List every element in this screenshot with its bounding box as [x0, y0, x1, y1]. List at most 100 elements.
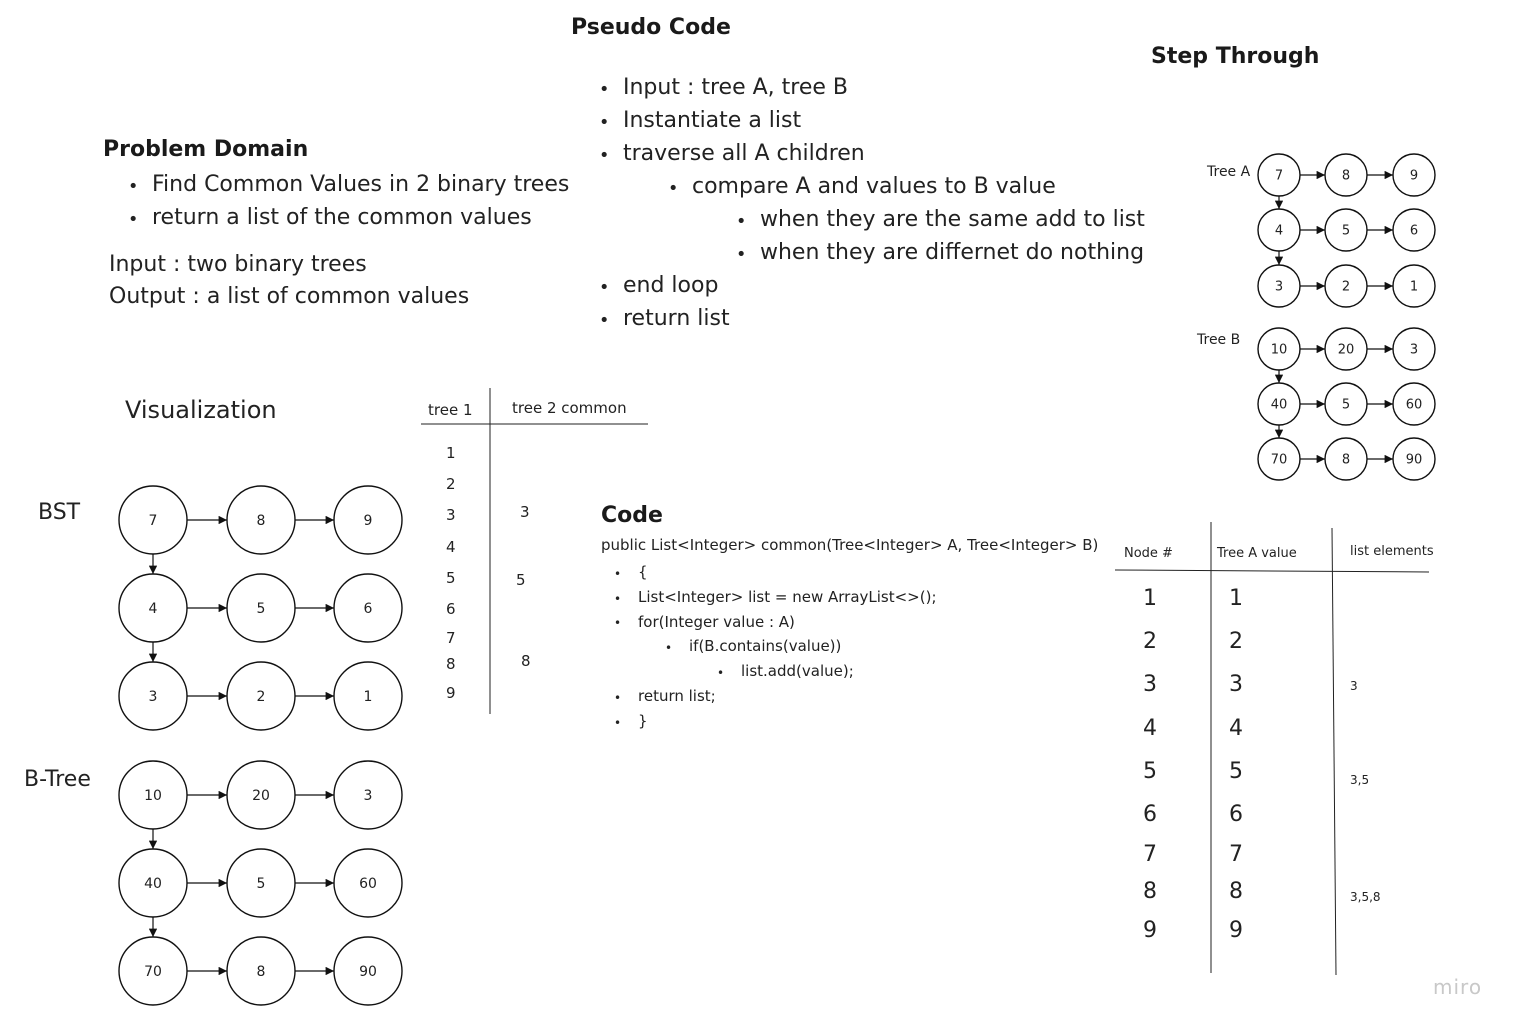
- step-table-node-cell: 1: [1143, 586, 1157, 611]
- pseudo-line: when they are the same add to list: [736, 203, 1145, 239]
- step-table-value-cell: 7: [1229, 842, 1243, 867]
- code-line: return list;: [614, 684, 937, 711]
- tree-node: [1392, 437, 1436, 481]
- tree-table-tree1-cell: 4: [446, 538, 456, 556]
- tree-node-value: 90: [1406, 453, 1423, 468]
- tree-node-value: 3: [1410, 343, 1418, 358]
- tree-node-value: 40: [144, 876, 162, 892]
- tree-node-value: 5: [1342, 224, 1350, 239]
- step-table-node-cell: 6: [1143, 802, 1157, 827]
- step-table-node-cell: 3: [1143, 672, 1157, 697]
- tree-node-value: 10: [1271, 343, 1288, 358]
- code-line: list.add(value);: [717, 659, 937, 686]
- tree-node-value: 6: [364, 601, 373, 617]
- tree-table-tree1-cell: 5: [446, 569, 456, 587]
- step-table-list-cell: 3: [1350, 679, 1358, 693]
- bst-grid: 7 8 9 4 5 6 3 2 1: [118, 485, 403, 731]
- tree-node-value: 2: [1342, 280, 1350, 295]
- tree-node-value: 2: [257, 689, 266, 705]
- tree-table-tree1-cell: 2: [446, 475, 456, 493]
- step-table-value-cell: 2: [1229, 629, 1243, 654]
- step-table-value-cell: 3: [1229, 672, 1243, 697]
- pseudo-code-title: Pseudo Code: [571, 15, 731, 40]
- tree-table-header-common: tree 2 common: [512, 399, 627, 417]
- tree-node-value: 70: [144, 964, 162, 980]
- step-table-value-cell: 1: [1229, 586, 1243, 611]
- problem-input: Input : two binary trees: [109, 252, 367, 277]
- problem-domain-title: Problem Domain: [103, 137, 309, 162]
- tree-node: [333, 573, 403, 643]
- tree-node-value: 7: [1275, 169, 1283, 184]
- step-table-value-cell: 6: [1229, 802, 1243, 827]
- tree-node-value: 9: [1410, 169, 1418, 184]
- tree-node: [333, 936, 403, 1006]
- pseudo-line: traverse all A children: [599, 137, 1145, 173]
- tree-node-value: 70: [1271, 453, 1288, 468]
- tree-node-value: 10: [144, 788, 162, 804]
- tree-table-common-cell: 5: [516, 571, 526, 589]
- tree-node: [1392, 153, 1436, 197]
- tree-node: [333, 485, 403, 555]
- step-table-node-cell: 8: [1143, 879, 1157, 904]
- btree-label: B-Tree: [24, 767, 91, 792]
- tree-node-value: 7: [149, 513, 158, 529]
- tree-node-value: 8: [257, 513, 266, 529]
- problem-domain-list: Find Common Values in 2 binary trees ret…: [128, 168, 569, 237]
- tree-table: tree 1 tree 2 common 1 2 3 4 5 6 7 8 9 3 5 8: [421, 388, 648, 714]
- step-table-value-cell: 5: [1229, 759, 1243, 784]
- tree-node-value: 20: [252, 788, 270, 804]
- tree-node-value: 8: [257, 964, 266, 980]
- step-table-list-cell: 3,5: [1350, 773, 1369, 787]
- tree-node-value: 40: [1271, 398, 1288, 413]
- step-table-node-cell: 7: [1143, 842, 1157, 867]
- pseudo-line: end loop: [599, 269, 1145, 305]
- tree-a-grid: 7 8 9 4 5 6 3 2 1: [1257, 153, 1436, 308]
- tree-node-value: 9: [364, 513, 373, 529]
- tree-node-value: 4: [1275, 224, 1283, 239]
- tree-table-header-tree1: tree 1: [428, 401, 473, 419]
- step-table-node-cell: 5: [1143, 759, 1157, 784]
- tree-node: [333, 661, 403, 731]
- step-table-value-cell: 8: [1229, 879, 1243, 904]
- tree-table-tree1-cell: 7: [446, 629, 456, 647]
- tree-node-value: 5: [1342, 398, 1350, 413]
- tree-node: [1392, 264, 1436, 308]
- tree-table-tree1-cell: 8: [446, 655, 456, 673]
- tree-node: [333, 848, 403, 918]
- pseudo-line: when they are differnet do nothing: [736, 236, 1145, 272]
- pseudo-line: compare A and values to B value: [668, 170, 1145, 206]
- pseudo-code-list: Input : tree A, tree B Instantiate a lis…: [599, 71, 1145, 338]
- miro-watermark: miro: [1433, 975, 1483, 999]
- code-signature: public List<Integer> common(Tree<Integer…: [601, 536, 1099, 554]
- code-line: for(Integer value : A): [614, 610, 937, 636]
- step-table-header-list: list elements: [1350, 544, 1434, 559]
- step-table-list-cell: 3,5,8: [1350, 890, 1381, 904]
- problem-output: Output : a list of common values: [109, 284, 470, 309]
- tree-table-common-cell: 3: [520, 503, 530, 521]
- tree-table-tree1-cell: 3: [446, 506, 456, 524]
- problem-domain-bullet: Find Common Values in 2 binary trees: [128, 168, 569, 204]
- bst-label: BST: [38, 500, 81, 525]
- tree-node-value: 8: [1342, 169, 1350, 184]
- code-line: List<Integer> list = new ArrayList<>();: [614, 585, 936, 612]
- step-table-value-cell: 9: [1229, 918, 1243, 943]
- tree-node-value: 5: [257, 876, 266, 892]
- code-line: if(B.contains(value)): [665, 634, 937, 661]
- tree-node-value: 60: [1406, 398, 1423, 413]
- step-table-column-rule: [1331, 527, 1337, 976]
- visualization-title: Visualization: [125, 396, 277, 424]
- tree-table-tree1-cell: 6: [446, 600, 456, 618]
- tree-a-label: Tree A: [1206, 164, 1251, 180]
- code-list: { List<Integer> list = new ArrayList<>()…: [614, 560, 937, 735]
- step-table-value-cell: 4: [1229, 716, 1243, 741]
- tree-node-value: 4: [149, 601, 158, 617]
- tree-node-value: 3: [1275, 280, 1283, 295]
- tree-node-value: 6: [1410, 224, 1418, 239]
- tree-table-tree1-cell: 1: [446, 444, 456, 462]
- step-table: Node # Tree A value list elements 1 2 3 4 5 6…: [1114, 522, 1434, 976]
- tree-node: [333, 760, 403, 830]
- tree-node-value: 1: [364, 689, 373, 705]
- tree-node: [1392, 382, 1436, 426]
- tree-node-value: 20: [1338, 343, 1355, 358]
